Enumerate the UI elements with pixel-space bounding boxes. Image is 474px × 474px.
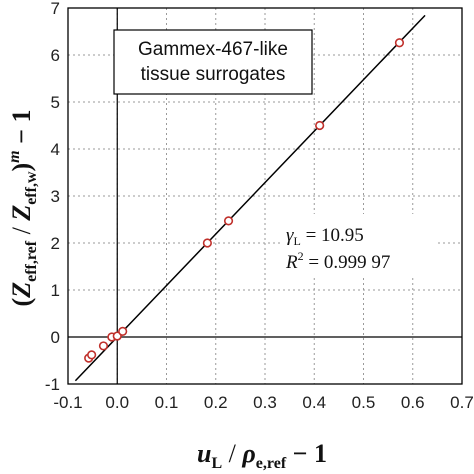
data-point-9 <box>394 38 405 48</box>
x-title-u-sub: L <box>211 455 222 472</box>
y-axis-title: (Zeff,ref / Zeff,w)m − 1 <box>6 110 40 307</box>
gamma-value: = 10.95 <box>301 225 364 246</box>
x-title-slash: / <box>222 439 242 468</box>
y-title-slash: / <box>7 221 36 241</box>
points-layer <box>84 38 405 363</box>
x-axis-title: uL / ρe,ref − 1 <box>197 439 327 472</box>
r2-stat: R2 = 0.999 97 <box>285 249 390 273</box>
y-title-close: ) <box>7 163 36 172</box>
y-tick-label-3: 2 <box>51 234 60 253</box>
y-tick-label-0: -1 <box>45 375 60 394</box>
y-tick-label-1: 0 <box>51 328 60 347</box>
x-title-tail: − 1 <box>286 439 327 468</box>
y-tick-label-4: 3 <box>51 187 60 206</box>
annotation-box <box>113 29 313 95</box>
x-title-u: u <box>197 439 211 468</box>
x-tick-label-4: 0.3 <box>253 393 277 412</box>
data-point-8 <box>315 120 325 131</box>
x-title-rho-sub: e,ref <box>256 455 287 472</box>
data-point-7 <box>223 216 234 226</box>
x-tick-label-3: 0.2 <box>204 393 228 412</box>
x-tick-labels: -0.1 0.0 0.1 0.2 0.3 0.4 0.5 0.6 0.7 <box>53 393 473 412</box>
annotation-line-1: Gammex-467-like <box>138 39 288 60</box>
y-tick-label-7: 6 <box>51 46 60 65</box>
annotation-line-2: tissue surrogates <box>141 64 286 85</box>
gamma-stat: γL = 10.95 <box>286 225 364 248</box>
x-title-rho: ρ <box>241 439 255 468</box>
y-tick-label-6: 5 <box>51 93 60 112</box>
data-point-6 <box>202 238 212 248</box>
r2-superscript: 2 <box>298 249 304 263</box>
y-title-z1-sub: eff,ref <box>23 240 40 282</box>
r2-value: = 0.999 97 <box>304 252 391 273</box>
y-tick-label-8: 7 <box>51 0 60 18</box>
gamma-subscript: L <box>294 234 301 248</box>
y-tick-label-2: 1 <box>51 281 60 300</box>
y-tick-labels: -1 0 1 2 3 4 5 6 7 <box>45 0 60 394</box>
fit-line <box>74 14 426 382</box>
x-tick-label-5: 0.4 <box>302 393 326 412</box>
x-tick-label-1: 0.0 <box>105 393 129 412</box>
r2-symbol: R <box>285 252 298 273</box>
y-title-z2: Z <box>7 205 36 222</box>
y-title-z1: Z <box>7 282 36 299</box>
plot-frame <box>67 7 463 385</box>
y-title-m: m <box>6 150 23 162</box>
x-tick-label-6: 0.5 <box>352 393 376 412</box>
data-point-2 <box>98 341 109 351</box>
x-tick-label-8: 0.7 <box>450 393 474 412</box>
x-tick-label-7: 0.6 <box>401 393 425 412</box>
y-tick-label-5: 4 <box>51 140 60 159</box>
data-point-5 <box>118 326 128 336</box>
data-point-1 <box>87 350 97 360</box>
gamma-symbol: γ <box>286 225 294 246</box>
x-tick-label-2: 0.1 <box>155 393 179 412</box>
stats-box <box>280 214 435 278</box>
y-title-tail: − 1 <box>7 110 36 151</box>
x-tick-label-0: -0.1 <box>53 393 82 412</box>
y-title-z2-sub: eff,w <box>23 171 40 205</box>
y-title-open: ( <box>7 298 36 307</box>
